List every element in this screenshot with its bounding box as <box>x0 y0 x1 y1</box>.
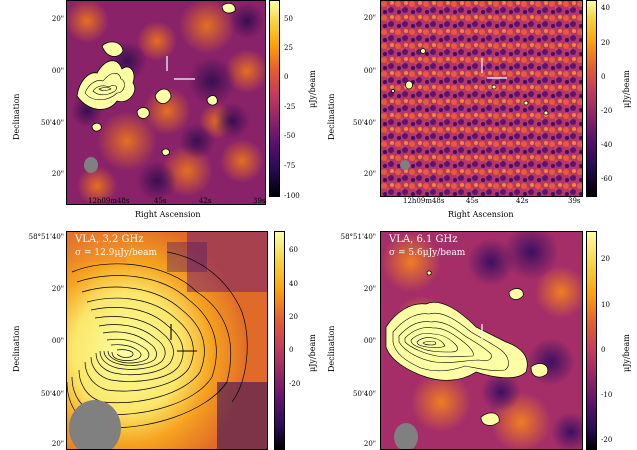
xtick: 12h09m48s <box>88 197 130 205</box>
ytick: 20" <box>363 440 376 448</box>
ytick: 00" <box>51 67 64 75</box>
panel-title: VLA, 6.1 GHz <box>389 234 458 245</box>
y-axis-label: Declination <box>12 325 21 372</box>
ytick: 20" <box>51 170 64 178</box>
cbar-tick: 50 <box>284 15 293 23</box>
ytick: 00" <box>51 337 64 345</box>
colorbar-label: μJy/beam <box>622 70 631 108</box>
cbar-tick: -10 <box>601 391 613 399</box>
xtick: 39s <box>253 197 266 205</box>
cbar-tick: 20 <box>289 313 298 321</box>
colorbar-label: μJy/beam <box>308 70 317 108</box>
ytick: 20" <box>363 285 376 293</box>
cbar-tick: -60 <box>601 175 613 183</box>
colorbar-bottom-right <box>586 231 597 450</box>
y-axis-label: Declination <box>327 325 336 372</box>
ytick: 50'40" <box>41 119 64 127</box>
xtick: 45s <box>154 197 167 205</box>
cbar-tick: -100 <box>284 192 300 200</box>
xtick: 42s <box>199 197 212 205</box>
colorbar-label: μJy/beam <box>308 334 317 372</box>
colorbar-label: μJy/beam <box>622 334 631 372</box>
cbar-tick: 0 <box>289 346 294 354</box>
cbar-tick: 0 <box>601 73 606 81</box>
cbar-tick: -20 <box>601 436 613 444</box>
cbar-tick: -25 <box>284 103 296 111</box>
cbar-tick: 0 <box>601 346 606 354</box>
ytick: 20" <box>363 170 376 178</box>
x-axis-label: Right Ascension <box>135 210 201 219</box>
cbar-tick: -40 <box>601 141 613 149</box>
x-axis-label: Right Ascension <box>448 210 514 219</box>
cbar-tick: 25 <box>284 44 293 52</box>
radio-map-bottom-left <box>66 231 268 450</box>
colorbar-top-right <box>586 0 597 197</box>
ytick: 20" <box>363 14 376 22</box>
sigma-label: σ = 12.9μJy/beam <box>75 248 158 258</box>
ytick: 20" <box>51 285 64 293</box>
cbar-tick: 40 <box>289 280 298 288</box>
cbar-tick: 20 <box>601 39 610 47</box>
colorbar-bottom-left <box>274 231 285 450</box>
ytick: 20" <box>51 440 64 448</box>
ytick: 00" <box>363 337 376 345</box>
cbar-tick: 40 <box>601 4 610 12</box>
radio-map-top-left <box>66 0 266 205</box>
ytick: 50'40" <box>41 390 64 398</box>
xtick: 12h09m48s <box>403 197 445 205</box>
panel-title: VLA, 3.2 GHz <box>75 234 144 245</box>
cbar-tick: -20 <box>289 380 301 388</box>
cbar-tick: 0 <box>284 73 289 81</box>
ytick: 20" <box>51 15 64 23</box>
ytick: 00" <box>363 67 376 75</box>
cbar-tick: -20 <box>601 107 613 115</box>
ytick: 50'40" <box>353 390 376 398</box>
cbar-tick: 60 <box>289 246 298 254</box>
ytick-top: 58°51'40" <box>28 233 64 241</box>
sigma-label: σ = 5.6μJy/beam <box>389 248 466 258</box>
cbar-tick: -75 <box>284 162 296 170</box>
cbar-tick: 10 <box>601 301 610 309</box>
xtick: 39s <box>568 197 581 205</box>
xtick: 45s <box>466 197 479 205</box>
y-axis-label: Declination <box>12 93 21 140</box>
xtick: 42s <box>516 197 529 205</box>
radio-map-top-right <box>380 0 583 197</box>
y-axis-label: Declination <box>327 93 336 140</box>
ytick: 50'40" <box>353 119 376 127</box>
radio-map-bottom-right <box>380 231 583 450</box>
cbar-tick: -50 <box>284 132 296 140</box>
colorbar-top-left <box>269 0 280 197</box>
cbar-tick: 20 <box>601 255 610 263</box>
ytick-top: 58°51'40" <box>340 233 376 241</box>
